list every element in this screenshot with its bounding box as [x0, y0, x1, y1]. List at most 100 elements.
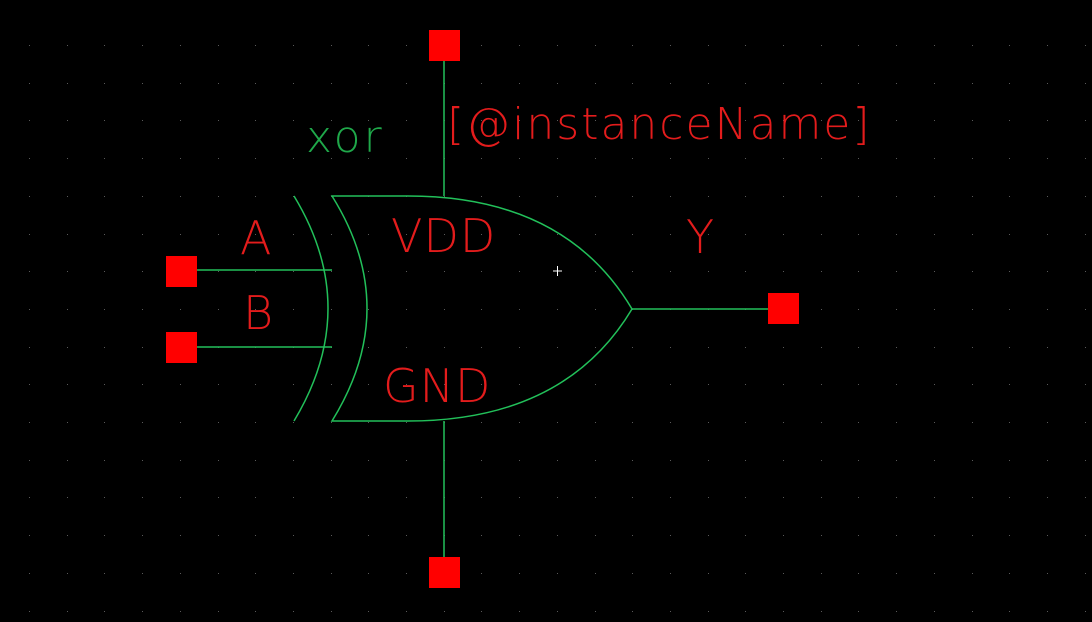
- grid-dot: [67, 611, 68, 612]
- grid-dot: [1085, 422, 1086, 423]
- grid-dot: [934, 573, 935, 574]
- grid-dot: [142, 535, 143, 536]
- input-a-pin[interactable]: [166, 256, 197, 287]
- grid-dot: [180, 309, 181, 310]
- grid-dot: [519, 347, 520, 348]
- grid-dot: [368, 271, 369, 272]
- grid-dot: [481, 158, 482, 159]
- grid-dot: [632, 120, 633, 121]
- grid-dot: [1009, 309, 1010, 310]
- grid-dot: [972, 271, 973, 272]
- grid-dot: [783, 384, 784, 385]
- grid-dot: [406, 271, 407, 272]
- grid-dot: [1085, 384, 1086, 385]
- grid-dot: [368, 83, 369, 84]
- grid-dot: [896, 45, 897, 46]
- grid-dot: [255, 45, 256, 46]
- grid-dot: [1085, 120, 1086, 121]
- grid-dot: [708, 611, 709, 612]
- grid-dot: [1085, 535, 1086, 536]
- crosshair-cursor-icon: [553, 266, 562, 276]
- grid-dot: [557, 234, 558, 235]
- gnd-pin[interactable]: [429, 557, 460, 588]
- grid-dot: [218, 158, 219, 159]
- grid-dot: [1047, 497, 1048, 498]
- grid-dot: [670, 573, 671, 574]
- input-a-label: A: [240, 211, 272, 265]
- grid-dot: [218, 497, 219, 498]
- grid-dot: [293, 535, 294, 536]
- grid-dot: [595, 384, 596, 385]
- grid-dot: [104, 611, 105, 612]
- grid-dot: [557, 422, 558, 423]
- xor-gate-body: [330, 195, 633, 422]
- grid-dot: [255, 460, 256, 461]
- grid-dot: [519, 611, 520, 612]
- grid-dot: [783, 83, 784, 84]
- grid-dot: [406, 83, 407, 84]
- grid-dot: [821, 460, 822, 461]
- output-y-pin[interactable]: [768, 293, 799, 324]
- grid-dot: [104, 460, 105, 461]
- grid-dot: [557, 120, 558, 121]
- grid-dot: [821, 573, 822, 574]
- grid-dot: [104, 497, 105, 498]
- grid-dot: [180, 422, 181, 423]
- grid-dot: [481, 460, 482, 461]
- grid-dot: [218, 611, 219, 612]
- grid-dot: [67, 120, 68, 121]
- grid-dot: [821, 535, 822, 536]
- grid-dot: [632, 196, 633, 197]
- grid-dot: [745, 497, 746, 498]
- grid-dot: [708, 422, 709, 423]
- grid-dot: [896, 422, 897, 423]
- grid-dot: [255, 573, 256, 574]
- vdd-pin[interactable]: [429, 30, 460, 61]
- grid-dot: [180, 83, 181, 84]
- grid-dot: [632, 611, 633, 612]
- grid-dot: [896, 271, 897, 272]
- grid-dot: [1047, 347, 1048, 348]
- grid-dot: [142, 384, 143, 385]
- grid-dot: [1085, 460, 1086, 461]
- grid-dot: [104, 234, 105, 235]
- grid-dot: [557, 158, 558, 159]
- grid-dot: [67, 158, 68, 159]
- grid-dot: [632, 573, 633, 574]
- grid-dot: [29, 422, 30, 423]
- grid-dot: [972, 573, 973, 574]
- grid-dot: [1009, 384, 1010, 385]
- grid-dot: [368, 120, 369, 121]
- grid-dot: [896, 611, 897, 612]
- grid-dot: [595, 45, 596, 46]
- grid-dot: [218, 45, 219, 46]
- grid-dot: [632, 234, 633, 235]
- input-b-pin[interactable]: [166, 332, 197, 363]
- grid-dot: [1047, 460, 1048, 461]
- grid-dot: [104, 535, 105, 536]
- grid-dot: [142, 573, 143, 574]
- grid-dot: [368, 422, 369, 423]
- grid-dot: [180, 234, 181, 235]
- grid-dot: [293, 158, 294, 159]
- grid-dot: [821, 120, 822, 121]
- grid-dot: [293, 120, 294, 121]
- grid-dot: [255, 196, 256, 197]
- gnd-pin-label: GND: [383, 359, 491, 413]
- grid-dot: [557, 45, 558, 46]
- grid-dot: [1047, 535, 1048, 536]
- grid-dot: [331, 271, 332, 272]
- grid-dot: [783, 535, 784, 536]
- xor-input-arc: [293, 195, 329, 422]
- grid-dot: [368, 45, 369, 46]
- grid-dot: [142, 271, 143, 272]
- grid-dot: [368, 497, 369, 498]
- grid-dot: [1009, 422, 1010, 423]
- grid-dot: [708, 45, 709, 46]
- grid-dot: [481, 422, 482, 423]
- grid-dot: [1085, 573, 1086, 574]
- grid-dot: [67, 422, 68, 423]
- grid-dot: [595, 271, 596, 272]
